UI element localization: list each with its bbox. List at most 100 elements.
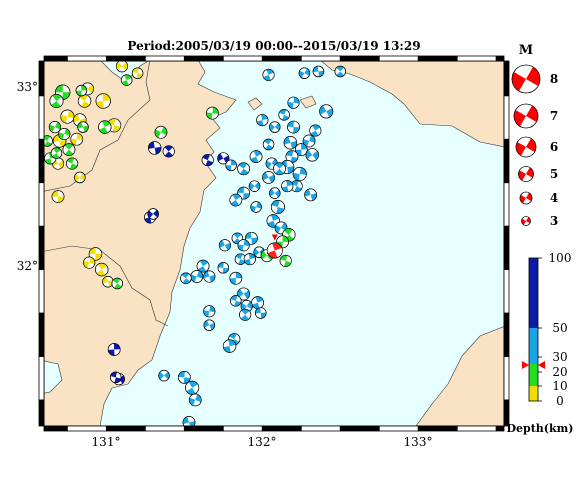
focal-mechanism (201, 154, 214, 167)
focal-mechanism (262, 171, 275, 184)
focal-mechanism (251, 296, 264, 309)
focal-mechanism (237, 162, 250, 176)
depth-tick-label: 20 (552, 365, 567, 379)
focal-mechanism (319, 104, 334, 119)
focal-mechanism (218, 239, 231, 252)
focal-mechanism (304, 188, 317, 202)
focal-mechanism (49, 93, 64, 108)
depth-color-swatch (529, 364, 538, 386)
focal-mechanism (245, 231, 258, 245)
depth-marker (538, 361, 545, 369)
focal-mechanism (513, 103, 539, 129)
focal-mechanism (131, 67, 144, 79)
focal-mechanism (237, 287, 250, 301)
focal-mechanism (203, 270, 216, 283)
lon-tick-label: 133° (404, 435, 433, 449)
depth-color-swatch (529, 258, 538, 328)
focal-mechanism (98, 120, 112, 134)
focal-mechanism (77, 94, 92, 108)
depth-tick-label: 50 (552, 321, 567, 335)
depth-legend-title: Depth(km) (507, 422, 574, 435)
focal-mechanism (521, 216, 531, 226)
kyushu-land (44, 61, 237, 426)
focal-mechanism (115, 61, 128, 73)
map-title: Period:2005/03/19 00:00--2015/03/19 13:2… (127, 39, 421, 53)
focal-mechanism (190, 270, 204, 283)
focal-mechanism (511, 64, 541, 94)
focal-mechanism (62, 143, 76, 156)
magnitude-legend-label: 7 (550, 109, 558, 123)
focal-mechanism (270, 200, 285, 214)
focal-mechanism (285, 150, 299, 163)
focal-mechanism (225, 159, 237, 171)
focal-mechanism (250, 201, 262, 213)
focal-mechanism (266, 242, 283, 259)
focal-mechanism (95, 262, 109, 277)
focal-mechanism (519, 191, 533, 205)
focal-mechanism (229, 193, 243, 207)
focal-mechanism (287, 96, 300, 109)
focal-mechanism (58, 127, 71, 141)
depth-tick-label: 10 (552, 379, 567, 393)
focal-mechanism (50, 147, 63, 159)
lat-tick-label: 33° (17, 80, 38, 94)
focal-mechanism (217, 262, 230, 274)
islet (299, 95, 317, 109)
lat-tick-label: 32° (17, 259, 38, 273)
focal-mechanism (66, 157, 79, 170)
focal-mechanism (262, 68, 275, 81)
focal-mechanism (154, 125, 168, 139)
magnitude-legend-label: 8 (550, 72, 558, 86)
focal-mechanism (185, 380, 200, 395)
focal-mechanism (222, 339, 237, 353)
focal-mechanism (177, 370, 191, 384)
depth-marker (522, 361, 529, 369)
focal-mechanism (147, 208, 159, 220)
focal-mechanism (48, 121, 61, 134)
focal-mechanism (196, 259, 210, 273)
lon-tick-label: 132° (248, 435, 277, 449)
magnitude-legend-label: 5 (550, 167, 558, 181)
focal-mechanism (255, 307, 267, 319)
focal-mechanism (88, 247, 103, 261)
focal-mechanism (51, 190, 65, 203)
focal-mechanism (229, 271, 243, 285)
focal-mechanism (334, 65, 346, 78)
focal-mechanism (107, 343, 121, 356)
focal-mechanism (44, 135, 53, 147)
map-frame (38, 55, 510, 432)
focal-mechanism (248, 180, 261, 192)
focal-mechanism (305, 148, 319, 162)
focal-mechanism (249, 150, 263, 163)
focal-mechanism (182, 416, 196, 426)
focal-mechanism (243, 253, 256, 266)
magnitude-legend-label: 3 (550, 214, 558, 228)
depth-tick-label: 30 (552, 350, 567, 364)
focal-mechanism (230, 295, 242, 307)
focal-mechanism (237, 239, 250, 252)
focal-mechanism-layer (44, 61, 346, 426)
focal-mechanism (518, 166, 534, 182)
focal-mechanism (217, 152, 230, 165)
focal-mechanism (102, 276, 114, 288)
focal-mechanism (290, 180, 303, 193)
magnitude-legend-title: M (519, 43, 533, 58)
focal-mechanism (269, 121, 281, 133)
depth-tick-label: 0 (556, 394, 564, 408)
focal-mechanism (110, 371, 122, 384)
depth-tick-label: 100 (549, 251, 572, 265)
magnitude-legend-label: 4 (550, 191, 558, 205)
focal-mechanism (158, 369, 170, 382)
axis-labels: 131° 132° 133° 33° 32° (17, 80, 433, 449)
focal-mechanism (262, 138, 275, 151)
magnitude-legend: M 8 7 6 5 4 3 (511, 43, 558, 228)
focal-mechanism (278, 109, 290, 121)
focal-mechanism (294, 143, 308, 156)
prefecture-boundary (44, 245, 169, 327)
depth-color-swatch (529, 328, 538, 364)
focal-mechanism (279, 254, 292, 267)
focal-mechanism (281, 180, 294, 193)
focal-mechanism (239, 308, 252, 321)
focal-mechanism (292, 166, 307, 181)
